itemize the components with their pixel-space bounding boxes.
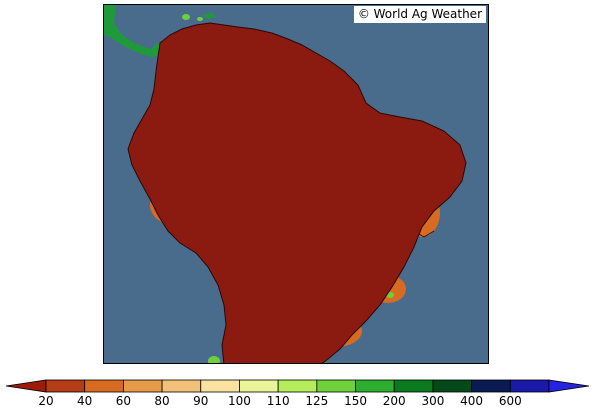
legend-bin: [239, 379, 279, 393]
legend-bin: [432, 379, 473, 393]
legend-bin: [471, 379, 511, 393]
legend-bin: [509, 379, 550, 393]
caribbean-island: [202, 13, 216, 19]
legend-bin: [393, 379, 434, 393]
legend-colorbar: [5, 379, 590, 393]
legend-tick-labels: 20 40 60 80 90 100 110 125 150 200 300 400 600: [0, 394, 595, 412]
legend-bin-high-arrow: [548, 379, 590, 393]
legend-bin: [200, 379, 240, 393]
legend-tick-label: 20: [38, 394, 54, 408]
legend-bin: [84, 379, 124, 393]
legend-tick-label: 90: [193, 394, 209, 408]
legend-bin: [277, 379, 318, 393]
legend-bin: [355, 379, 395, 393]
legend-bin-low-arrow: [5, 379, 47, 393]
precipitation-map: © World Ag Weather: [103, 4, 489, 364]
legend-bin: [45, 379, 86, 393]
legend-tick-label: 200: [382, 394, 406, 408]
legend-tick-label: 60: [115, 394, 132, 408]
legend-tick-label: 125: [305, 394, 329, 408]
legend-bin: [122, 379, 163, 393]
legend-tick-label: 150: [344, 394, 367, 408]
legend-tick-label: 40: [77, 394, 93, 408]
legend-tick-label: 400: [460, 394, 484, 408]
legend-tick-label: 300: [421, 394, 445, 408]
legend-bin: [161, 379, 202, 393]
copyright-credit: © World Ag Weather: [353, 6, 486, 23]
legend-tick-label: 110: [266, 394, 290, 408]
legend-bin: [316, 379, 356, 393]
map-canvas: [104, 5, 488, 363]
central-america-land: [104, 5, 162, 57]
legend-tick-label: 100: [228, 394, 251, 408]
legend-tick-label: 600: [498, 394, 522, 408]
legend-tick-label: 80: [154, 394, 170, 408]
